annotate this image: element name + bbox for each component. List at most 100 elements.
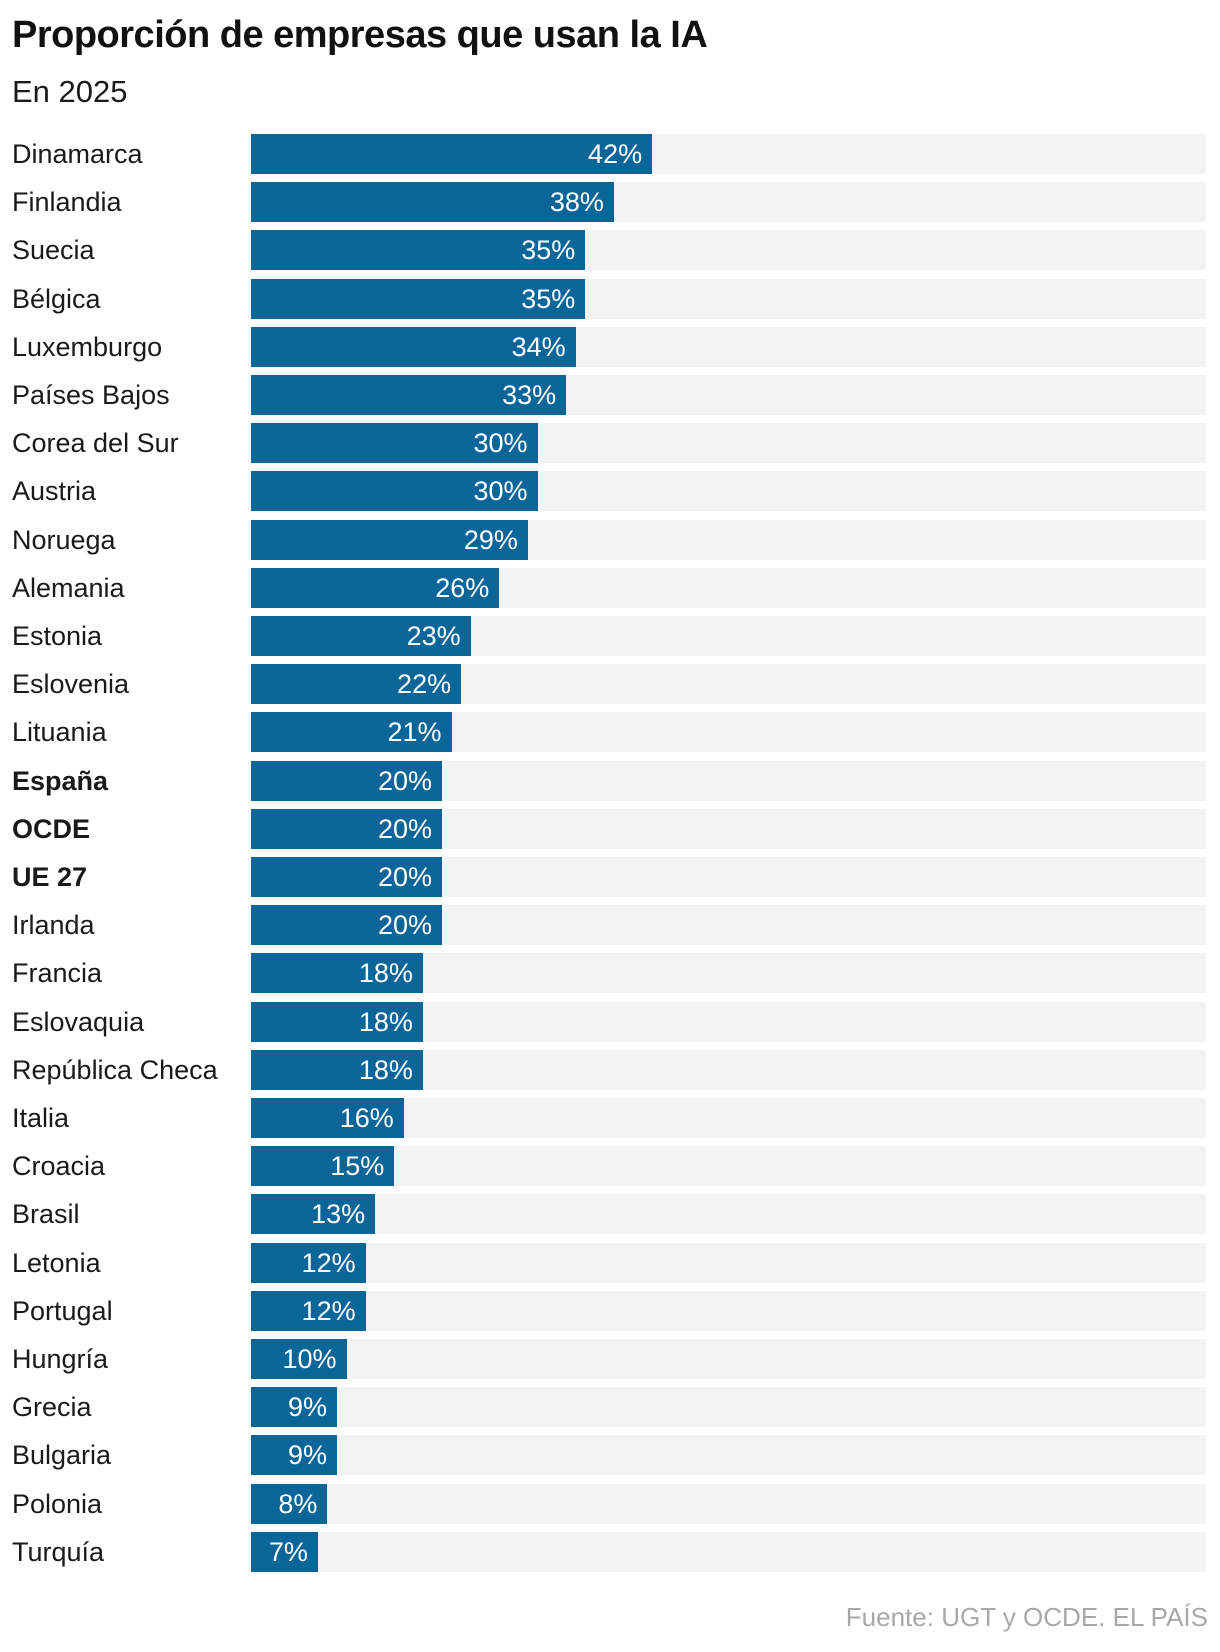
value-label: 22% bbox=[397, 669, 452, 700]
bar-row: Letonia 12% bbox=[0, 1242, 1210, 1283]
value-label: 20% bbox=[377, 862, 432, 892]
bar-track: 30% bbox=[251, 423, 1206, 464]
bar: 15% bbox=[251, 1146, 395, 1187]
value-label: 12% bbox=[301, 1247, 356, 1278]
value-label: 12% bbox=[301, 1295, 356, 1326]
bar-row: Eslovaquia 18% bbox=[0, 1001, 1210, 1042]
bar-row: Hungría 10% bbox=[0, 1339, 1210, 1379]
value-label: 16% bbox=[339, 1103, 394, 1133]
bar: 18% bbox=[251, 1049, 423, 1090]
category-label: Hungría bbox=[12, 1344, 109, 1374]
bar: 8% bbox=[251, 1483, 328, 1524]
bar-row: Portugal 12% bbox=[0, 1290, 1210, 1331]
bar-row: Bulgaria 9% bbox=[0, 1435, 1210, 1476]
category-label: Estonia bbox=[12, 621, 103, 651]
category-label: Eslovenia bbox=[12, 669, 130, 700]
bar: 16% bbox=[251, 1098, 404, 1138]
bar-row: Noruega 29% bbox=[0, 519, 1210, 560]
bar-track: 22% bbox=[251, 664, 1206, 705]
value-label: 23% bbox=[406, 621, 461, 651]
bar-track: 35% bbox=[251, 230, 1206, 271]
category-label: Italia bbox=[12, 1103, 70, 1133]
category-label: Portugal bbox=[12, 1295, 113, 1326]
value-label: 21% bbox=[387, 717, 442, 748]
category-label: Bulgaria bbox=[12, 1440, 112, 1471]
bar-row: Croacia 15% bbox=[0, 1146, 1210, 1187]
value-label: 15% bbox=[330, 1151, 385, 1182]
bar-track: 18% bbox=[251, 1001, 1206, 1042]
category-label: Eslovaquia bbox=[12, 1006, 145, 1037]
bar-track: 42% bbox=[251, 134, 1206, 174]
category-label: España bbox=[12, 765, 109, 796]
bar-track: 12% bbox=[251, 1290, 1206, 1331]
value-label: 8% bbox=[278, 1488, 318, 1519]
bar: 33% bbox=[251, 375, 567, 415]
bar: 30% bbox=[251, 471, 538, 512]
bar-track: 8% bbox=[251, 1483, 1206, 1524]
value-label: 30% bbox=[473, 428, 528, 459]
bar: 35% bbox=[251, 278, 586, 319]
bar: 20% bbox=[251, 808, 442, 849]
bar: 10% bbox=[251, 1339, 347, 1379]
bar-track: 18% bbox=[251, 1049, 1206, 1090]
bar: 13% bbox=[251, 1194, 376, 1235]
bar: 42% bbox=[251, 134, 653, 174]
bar-track: 29% bbox=[251, 519, 1206, 560]
category-label: Bélgica bbox=[12, 283, 101, 314]
value-label: 35% bbox=[521, 283, 576, 314]
bar-row: Alemania 26% bbox=[0, 567, 1210, 608]
category-label: Noruega bbox=[12, 524, 116, 555]
bar-track: 30% bbox=[251, 471, 1206, 512]
value-label: 18% bbox=[358, 958, 413, 989]
bar-row: OCDE 20% bbox=[0, 808, 1210, 849]
bar-row: Luxemburgo 34% bbox=[0, 326, 1210, 367]
bar-row: Irlanda 20% bbox=[0, 905, 1210, 946]
bar-track: 20% bbox=[251, 760, 1206, 801]
bar: 22% bbox=[251, 664, 462, 705]
value-label: 20% bbox=[377, 813, 432, 844]
bar-row: República Checa 18% bbox=[0, 1049, 1210, 1090]
bar-row: Países Bajos 33% bbox=[0, 375, 1210, 415]
value-label: 18% bbox=[358, 1054, 413, 1085]
category-label: Luxemburgo bbox=[12, 331, 163, 362]
bar-track: 18% bbox=[251, 953, 1206, 994]
bar: 38% bbox=[251, 182, 614, 223]
bar-track: 20% bbox=[251, 905, 1206, 946]
bar-row: Italia 16% bbox=[0, 1098, 1210, 1138]
bar-row: Suecia 35% bbox=[0, 230, 1210, 271]
bar-row: Grecia 9% bbox=[0, 1387, 1210, 1428]
category-label: Brasil bbox=[12, 1199, 80, 1230]
category-label: Finlandia bbox=[12, 187, 122, 218]
bar: 7% bbox=[251, 1531, 318, 1572]
bar-track: 35% bbox=[251, 278, 1206, 319]
bar-track: 13% bbox=[251, 1194, 1206, 1235]
bar-track: 9% bbox=[251, 1435, 1206, 1476]
bar: 18% bbox=[251, 1001, 423, 1042]
bar-row: Polonia 8% bbox=[0, 1483, 1210, 1524]
bar: 21% bbox=[251, 712, 452, 753]
bar: 29% bbox=[251, 519, 528, 560]
bar: 30% bbox=[251, 423, 538, 464]
value-label: 9% bbox=[287, 1392, 327, 1423]
chart-subtitle: En 2025 bbox=[12, 74, 128, 109]
value-label: 20% bbox=[377, 910, 432, 941]
category-label: Alemania bbox=[12, 572, 125, 603]
bar-row: Lituania 21% bbox=[0, 712, 1210, 753]
category-label: UE 27 bbox=[12, 862, 88, 892]
category-label: Francia bbox=[12, 958, 103, 989]
bar-track: 20% bbox=[251, 808, 1206, 849]
bar-track: 21% bbox=[251, 712, 1206, 753]
bar-row: Francia 18% bbox=[0, 953, 1210, 994]
value-label: 38% bbox=[549, 187, 604, 218]
value-label: 26% bbox=[435, 572, 490, 603]
value-label: 42% bbox=[588, 139, 643, 169]
bar-track: 38% bbox=[251, 182, 1206, 223]
value-label: 7% bbox=[268, 1536, 308, 1567]
category-label: OCDE bbox=[12, 813, 91, 844]
bar-track: 16% bbox=[251, 1098, 1206, 1138]
category-label: Turquía bbox=[12, 1536, 105, 1567]
bar: 23% bbox=[251, 616, 471, 656]
bar: 20% bbox=[251, 905, 442, 946]
bar: 34% bbox=[251, 326, 576, 367]
bar-row: Austria 30% bbox=[0, 471, 1210, 512]
